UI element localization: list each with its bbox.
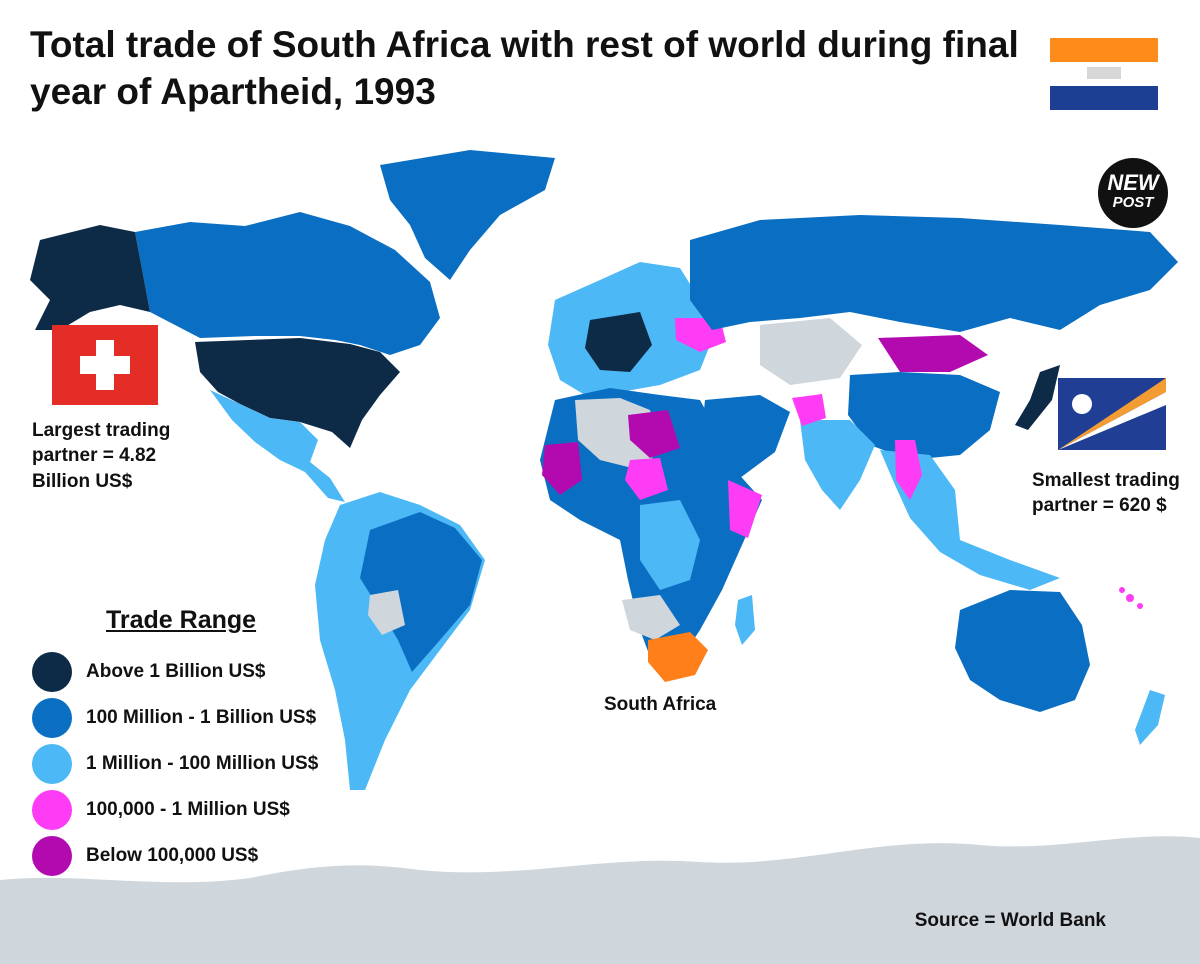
legend-label: 100,000 - 1 Million US$ (86, 799, 290, 820)
legend-label: 1 Million - 100 Million US$ (86, 753, 319, 774)
central-africa (640, 500, 700, 590)
legend-item: Below 100,000 US$ (32, 833, 372, 879)
trade-range-legend: Trade Range Above 1 Billion US$ 100 Milli… (32, 606, 372, 879)
namibia-botswana (622, 595, 680, 640)
south-africa-label: South Africa (604, 694, 717, 715)
germany-france-benelux (585, 312, 652, 372)
madagascar (735, 595, 755, 645)
switzerland-flag (52, 325, 158, 405)
china (848, 372, 1000, 460)
japan (1015, 365, 1060, 430)
smallest-partner-caption: Smallest trading partner = 620 $ (1032, 470, 1180, 517)
brazil (360, 512, 482, 672)
myanmar-thailand (895, 440, 922, 500)
legend-label: 100 Million - 1 Billion US$ (86, 707, 317, 728)
pacific-islands (1137, 603, 1143, 609)
legend-item: 100 Million - 1 Billion US$ (32, 695, 372, 741)
greenland (380, 150, 555, 280)
horn-of-africa (728, 480, 762, 538)
bolivia (368, 590, 405, 635)
antarctica (0, 836, 1200, 964)
india (800, 420, 875, 510)
legend-label: Below 100,000 US$ (86, 845, 259, 866)
southeast-asia (880, 450, 1060, 590)
old-south-africa-flag (1050, 38, 1158, 110)
pacific-islands (1119, 587, 1125, 593)
largest-partner-caption: Largest trading partner = 4.82 Billion U… (32, 420, 171, 492)
kazakhstan (760, 318, 862, 385)
mexico (210, 390, 345, 502)
legend-swatch (32, 698, 72, 738)
legend-label: Above 1 Billion US$ (86, 661, 266, 682)
map-title: Total trade of South Africa with rest of… (30, 24, 1019, 112)
russia (690, 215, 1178, 332)
legend-swatch (32, 652, 72, 692)
legend-item: 1 Million - 100 Million US$ (32, 741, 372, 787)
south-africa (648, 632, 708, 682)
new-zealand (1135, 690, 1165, 745)
legend-item: Above 1 Billion US$ (32, 649, 372, 695)
legend-title: Trade Range (106, 606, 257, 634)
marshall-islands-flag (1058, 378, 1166, 450)
legend-swatch (32, 790, 72, 830)
legend-swatch (32, 744, 72, 784)
legend-item: 100,000 - 1 Million US$ (32, 787, 372, 833)
canada (135, 212, 440, 355)
afghanistan (792, 394, 826, 426)
new-post-logo: NEW POST (1098, 158, 1168, 228)
sahel-west (542, 442, 582, 495)
united-states (195, 338, 400, 448)
libya-niger (628, 410, 680, 458)
chad (625, 458, 668, 500)
pacific-islands (1126, 594, 1134, 602)
mongolia (878, 335, 988, 372)
legend-swatch (32, 836, 72, 876)
source-text: Source = World Bank (915, 910, 1107, 931)
alaska (30, 225, 150, 330)
australia (955, 590, 1090, 712)
